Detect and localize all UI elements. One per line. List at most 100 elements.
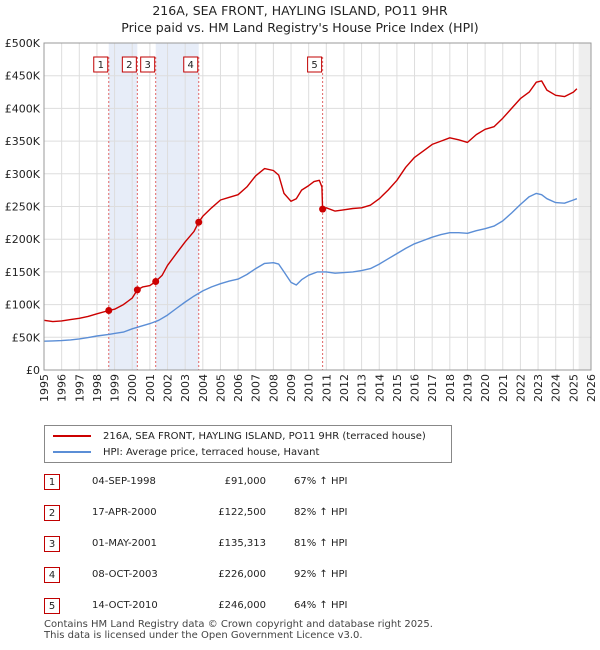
transaction-label: 1 — [98, 60, 104, 71]
x-tick-label: 2011 — [320, 374, 333, 402]
chart-title: 216A, SEA FRONT, HAYLING ISLAND, PO11 9H… — [152, 3, 448, 18]
transaction-point — [319, 205, 327, 213]
x-tick-label: 2015 — [391, 374, 404, 402]
x-tick-label: 2003 — [179, 374, 192, 402]
x-tick-label: 2012 — [338, 374, 351, 402]
x-tick-label: 1999 — [109, 374, 122, 402]
transaction-label: 4 — [188, 60, 194, 71]
y-tick-label: £250K — [5, 201, 41, 214]
transaction-date: 04-SEP-1998 — [92, 476, 156, 487]
footer-license: This data is licensed under the Open Gov… — [44, 630, 363, 641]
x-tick-label: 2004 — [197, 374, 210, 402]
transaction-date: 17-APR-2000 — [92, 507, 157, 518]
transaction-hpi-change: 81% ↑ HPI — [294, 538, 348, 549]
transaction-hpi-change: 64% ↑ HPI — [294, 600, 348, 611]
transaction-price: £246,000 — [218, 600, 266, 611]
y-tick-label: £150K — [5, 266, 41, 279]
chart-subtitle: Price paid vs. HM Land Registry's House … — [121, 20, 479, 35]
transaction-number-badge: 4 — [44, 567, 60, 583]
transaction-label: 3 — [145, 60, 151, 71]
transaction-line-layer: 1 2 3 4 5 — [93, 56, 324, 370]
axis-layer: £0 £50K £100K £150K £200K £250K £300K £350K £400… — [5, 37, 598, 402]
transaction-label-box — [121, 56, 137, 73]
transaction-marker-layer — [105, 205, 327, 314]
x-tick-label: 2016 — [409, 374, 422, 402]
hpi-series-line — [43, 192, 578, 342]
transaction-label-box — [307, 56, 323, 73]
x-tick-label: 2010 — [303, 374, 316, 402]
transaction-point — [152, 278, 160, 286]
x-tick-label: 2007 — [250, 374, 263, 402]
legend-label-property: 216A, SEA FRONT, HAYLING ISLAND, PO11 9H… — [103, 430, 426, 442]
transaction-hpi-change: 82% ↑ HPI — [294, 507, 348, 518]
price-chart: 1 2 3 4 5 £0 £50K £100K £150K £200K £250K £300K £35… — [5, 37, 598, 402]
transaction-date: 01-MAY-2001 — [92, 538, 158, 549]
property-series-line — [43, 80, 578, 323]
chart-title-block: 216A, SEA FRONT, HAYLING ISLAND, PO11 9H… — [0, 2, 600, 36]
transaction-point — [133, 286, 141, 294]
y-tick-label: £0 — [26, 364, 40, 377]
x-tick-label: 2024 — [550, 374, 563, 402]
legend-item-hpi: HPI: Average price, terraced house, Hava… — [53, 444, 319, 460]
x-tick-label: 2000 — [126, 374, 139, 402]
y-tick-label: £200K — [5, 233, 41, 246]
transaction-label-box — [183, 56, 199, 73]
transaction-date: 14-OCT-2010 — [92, 600, 158, 611]
x-tick-label: 1998 — [91, 374, 104, 402]
series-layer — [43, 80, 578, 342]
x-tick-label: 1995 — [38, 374, 51, 402]
y-tick-label: £400K — [5, 102, 41, 115]
y-tick-label: £500K — [5, 37, 41, 50]
x-tick-label: 2008 — [267, 374, 280, 402]
y-tick-label: £100K — [5, 299, 41, 312]
x-tick-label: 1996 — [56, 374, 69, 402]
transaction-label-box — [140, 56, 156, 73]
x-tick-label: 2023 — [532, 374, 545, 402]
x-tick-label: 1997 — [73, 374, 86, 402]
table-row: 3 01-MAY-2001 £135,313 81% ↑ HPI — [44, 536, 444, 554]
x-tick-label: 2013 — [356, 374, 369, 402]
x-tick-label: 2018 — [444, 374, 457, 402]
transaction-label-box — [93, 56, 109, 73]
x-tick-label: 2017 — [426, 374, 439, 402]
legend-label-hpi: HPI: Average price, terraced house, Hava… — [103, 446, 320, 458]
transaction-label: 2 — [126, 60, 132, 71]
transaction-price: £91,000 — [224, 476, 266, 487]
y-tick-label: £450K — [5, 70, 41, 83]
x-tick-label: 2020 — [479, 374, 492, 402]
transaction-number-badge: 2 — [44, 505, 60, 521]
transaction-number-badge: 3 — [44, 536, 60, 552]
y-tick-label: £50K — [12, 331, 41, 344]
transaction-price: £226,000 — [218, 569, 266, 580]
transaction-number-badge: 5 — [44, 598, 60, 614]
transaction-label: 5 — [311, 60, 317, 71]
transaction-hpi-change: 92% ↑ HPI — [294, 569, 348, 580]
footer-copyright: Contains HM Land Registry data © Crown c… — [44, 619, 433, 630]
legend-swatch-property — [53, 435, 91, 437]
transaction-number-badge: 1 — [44, 474, 60, 490]
transaction-price: £122,500 — [218, 507, 266, 518]
x-tick-label: 2005 — [214, 374, 227, 402]
transaction-point — [195, 218, 203, 226]
transaction-price: £135,313 — [218, 538, 266, 549]
x-tick-label: 2002 — [162, 374, 175, 402]
y-tick-label: £350K — [5, 135, 41, 148]
transaction-point — [105, 306, 113, 314]
table-row: 2 17-APR-2000 £122,500 82% ↑ HPI — [44, 505, 444, 523]
y-tick-label: £300K — [5, 168, 41, 181]
plot-border — [43, 42, 592, 371]
x-tick-label: 2006 — [232, 374, 245, 402]
footer: Contains HM Land Registry data © Crown c… — [44, 619, 433, 641]
x-tick-label: 2026 — [585, 374, 598, 402]
x-tick-label: 2025 — [567, 374, 580, 402]
x-tick-label: 2021 — [497, 374, 510, 402]
x-tick-label: 2014 — [373, 374, 386, 402]
transaction-date: 08-OCT-2003 — [92, 569, 158, 580]
legend-swatch-hpi — [53, 451, 91, 453]
table-row: 1 04-SEP-1998 £91,000 67% ↑ HPI — [44, 474, 444, 492]
x-tick-label: 2001 — [144, 374, 157, 402]
x-tick-label: 2009 — [285, 374, 298, 402]
table-row: 4 08-OCT-2003 £226,000 92% ↑ HPI — [44, 567, 444, 585]
table-row: 5 14-OCT-2010 £246,000 64% ↑ HPI — [44, 598, 444, 616]
transaction-hpi-change: 67% ↑ HPI — [294, 476, 348, 487]
